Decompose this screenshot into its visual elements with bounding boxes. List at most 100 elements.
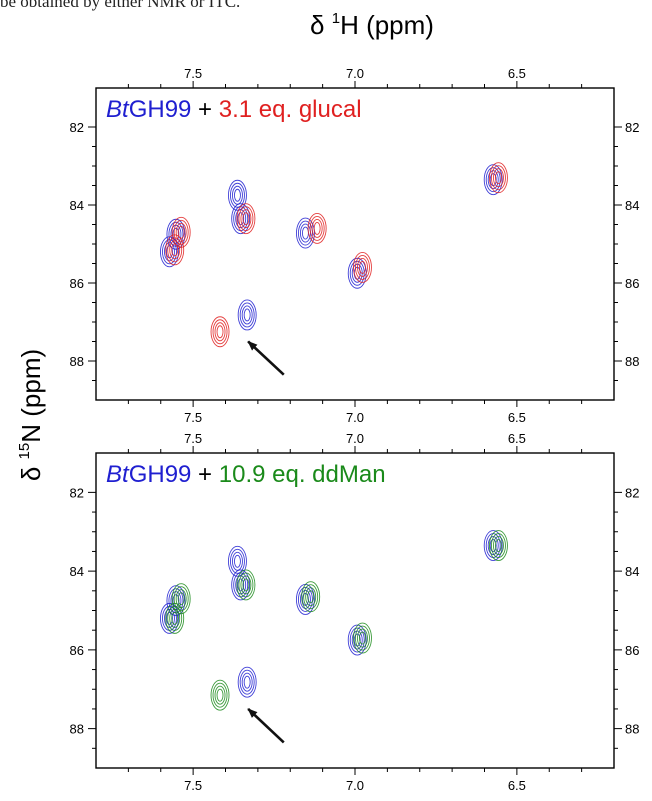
peak-contour bbox=[239, 302, 255, 328]
peak-contour bbox=[227, 179, 247, 211]
peak-contour bbox=[210, 679, 230, 711]
peak-red bbox=[353, 251, 372, 283]
peak-contour bbox=[243, 675, 251, 689]
peak-contour bbox=[214, 322, 226, 342]
y-axis-title: δ 15N (ppm) bbox=[16, 349, 46, 481]
peak-contour bbox=[216, 325, 224, 339]
title-ligand: 10.9 eq. ddMan bbox=[219, 461, 386, 488]
peak-blue bbox=[295, 217, 315, 249]
peak-contour bbox=[169, 240, 181, 260]
peak-contour bbox=[164, 608, 175, 628]
peak-contour bbox=[495, 171, 502, 185]
peak-contour bbox=[216, 688, 224, 702]
peak-contour bbox=[243, 308, 251, 322]
peak-contour bbox=[231, 569, 251, 601]
peak-contour bbox=[233, 554, 241, 568]
y-tick-label-right: 88 bbox=[625, 722, 639, 737]
x-axis-title-suffix: H (ppm) bbox=[340, 10, 434, 40]
peak-contour bbox=[231, 185, 243, 205]
x-axis-title: δ 1H (ppm) bbox=[310, 10, 434, 40]
series-green bbox=[165, 530, 508, 711]
peak-contour bbox=[309, 215, 325, 241]
y-tick-label-left: 84 bbox=[70, 564, 84, 579]
peak-contour bbox=[171, 611, 179, 625]
x-tick-label-top: 6.5 bbox=[508, 66, 526, 81]
peak-contour bbox=[301, 581, 321, 613]
y-tick-label-left: 88 bbox=[70, 354, 84, 369]
peak-contour bbox=[171, 243, 179, 257]
peak-contour bbox=[212, 319, 228, 345]
shift-arrow bbox=[247, 707, 285, 744]
series-red bbox=[165, 162, 508, 348]
y-tick-label-left: 82 bbox=[70, 120, 84, 135]
peak-blue bbox=[227, 545, 247, 577]
title-protein: GH99 bbox=[129, 96, 192, 123]
peak-contour bbox=[236, 203, 256, 235]
peak-contour bbox=[495, 539, 502, 552]
peak-contour bbox=[236, 569, 256, 601]
x-axis-title-prefix: δ bbox=[310, 10, 332, 40]
title-protein-italic: Bt bbox=[106, 96, 130, 123]
peak-contour bbox=[491, 165, 506, 191]
peak-contour bbox=[349, 627, 365, 653]
y-axis-title-sup: 15 bbox=[16, 443, 33, 460]
y-tick-label-left: 84 bbox=[70, 198, 84, 213]
y-tick-label-right: 82 bbox=[625, 120, 639, 135]
peak-contour bbox=[355, 254, 370, 280]
peak-contour bbox=[229, 182, 245, 208]
y-tick-label-right: 86 bbox=[625, 643, 639, 658]
peak-contour bbox=[483, 530, 503, 561]
peak-blue bbox=[237, 299, 257, 331]
peak-contour bbox=[167, 605, 183, 631]
x-tick-label-bottom: 6.5 bbox=[508, 778, 526, 793]
y-tick-label-right: 84 bbox=[625, 564, 639, 579]
peak-red bbox=[165, 234, 185, 266]
peak-contour bbox=[357, 257, 368, 277]
panel-ddman: 7.5 7.5 7.0 7.0 6.5 6.5 82 82 84 84 86 86 88 88 BtGH99… bbox=[70, 431, 640, 793]
shift-arrow bbox=[247, 340, 285, 376]
peak-contour bbox=[167, 237, 183, 263]
panel-title: BtGH99 + 3.1 eq. glucal bbox=[106, 96, 362, 123]
x-tick-label-top: 7.5 bbox=[184, 431, 202, 446]
series-blue bbox=[160, 164, 503, 331]
peak-contour bbox=[229, 548, 245, 574]
peak-contour bbox=[313, 221, 321, 235]
title-protein: GH99 bbox=[129, 461, 192, 488]
peak-contour bbox=[165, 234, 185, 266]
peak-contour bbox=[235, 575, 247, 595]
peak-red bbox=[489, 162, 508, 194]
peak-contour bbox=[240, 209, 252, 229]
y-tick-label-right: 86 bbox=[625, 276, 639, 291]
peak-contour bbox=[210, 316, 230, 348]
peak-red bbox=[210, 316, 230, 348]
peak-contour bbox=[212, 682, 228, 708]
peak-contour bbox=[237, 212, 245, 226]
peak-contour bbox=[173, 586, 189, 612]
y-tick-label-left: 88 bbox=[70, 722, 84, 737]
peak-contour bbox=[303, 584, 319, 610]
plot-frame bbox=[95, 452, 615, 769]
peak-contour bbox=[493, 536, 504, 555]
x-tick-label-bottom: 7.0 bbox=[346, 410, 364, 425]
peak-contour bbox=[353, 251, 372, 283]
peak-red bbox=[307, 212, 327, 244]
panel-title: BtGH99 + 10.9 eq. ddMan bbox=[106, 461, 386, 488]
x-tick-label-top: 7.0 bbox=[346, 431, 364, 446]
y-tick-label-left: 86 bbox=[70, 643, 84, 658]
peak-contour bbox=[359, 260, 366, 274]
title-protein-italic: Bt bbox=[106, 461, 130, 488]
peak-contour bbox=[355, 625, 370, 651]
peak-contour bbox=[231, 203, 251, 235]
peak-contour bbox=[489, 162, 508, 194]
peak-contour bbox=[349, 260, 365, 286]
peak-contour bbox=[241, 305, 253, 325]
peak-contour bbox=[166, 611, 173, 625]
peak-green bbox=[210, 679, 230, 711]
peak-contour bbox=[160, 602, 179, 634]
x-tick-label-top: 6.5 bbox=[508, 431, 526, 446]
peak-contour bbox=[307, 590, 315, 604]
peak-contour bbox=[305, 587, 317, 607]
y-tick-label-right: 88 bbox=[625, 354, 639, 369]
peak-contour bbox=[165, 602, 185, 634]
